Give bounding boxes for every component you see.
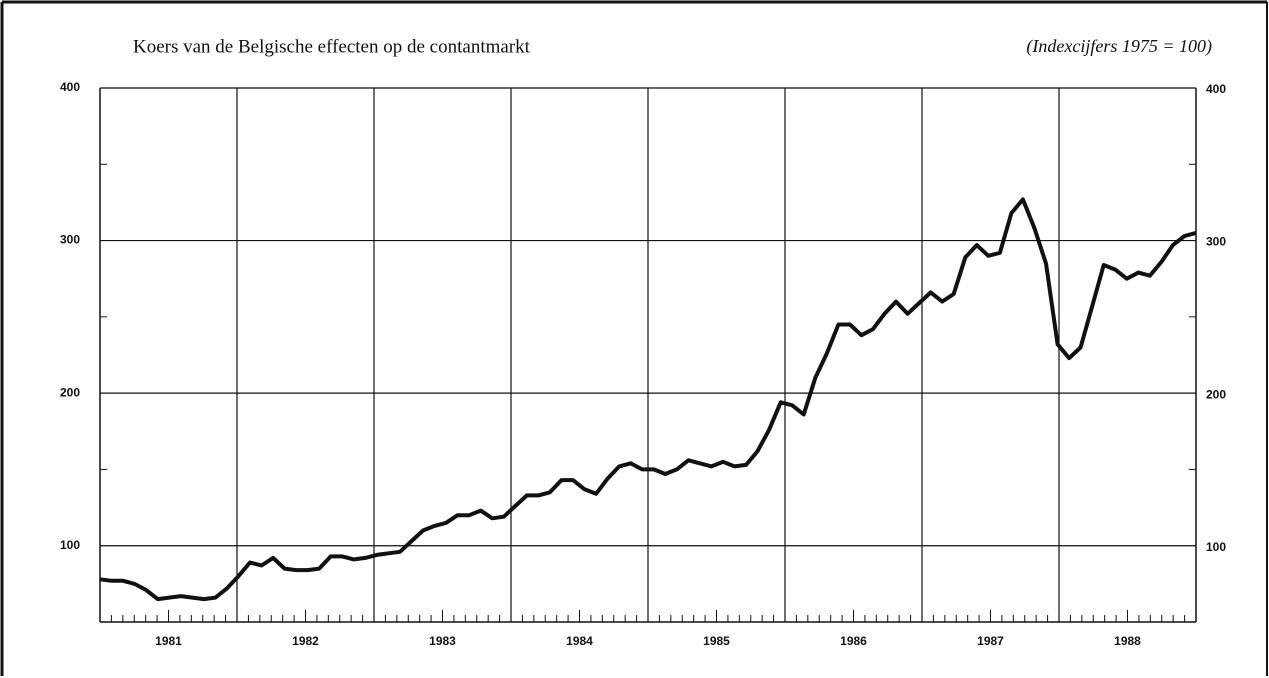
- x-tick-label: 1988: [1114, 634, 1141, 648]
- chart-subtitle: (Indexcijfers 1975 = 100): [1026, 36, 1212, 57]
- x-tick-label: 1986: [840, 634, 867, 648]
- chart-title: Koers van de Belgische effecten op de co…: [133, 36, 531, 57]
- y-tick-label-right: 300: [1206, 235, 1226, 249]
- y-tick-label-right: 200: [1206, 387, 1226, 401]
- x-tick-label: 1984: [566, 634, 593, 648]
- series-line: [99, 197, 1197, 602]
- x-tick-label: 1982: [292, 634, 319, 648]
- y-tick-label: 200: [60, 385, 80, 399]
- x-tick-label: 1981: [155, 634, 182, 648]
- x-tick-label: 1983: [429, 634, 456, 648]
- x-tick-label: 1987: [977, 634, 1004, 648]
- x-tick-label: 1985: [703, 634, 730, 648]
- y-tick-label: 300: [60, 233, 80, 247]
- y-tick-label: 100: [60, 538, 80, 552]
- y-tick-label-right: 400: [1206, 82, 1226, 96]
- y-tick-label-right: 100: [1206, 540, 1226, 554]
- y-tick-label: 400: [60, 80, 80, 94]
